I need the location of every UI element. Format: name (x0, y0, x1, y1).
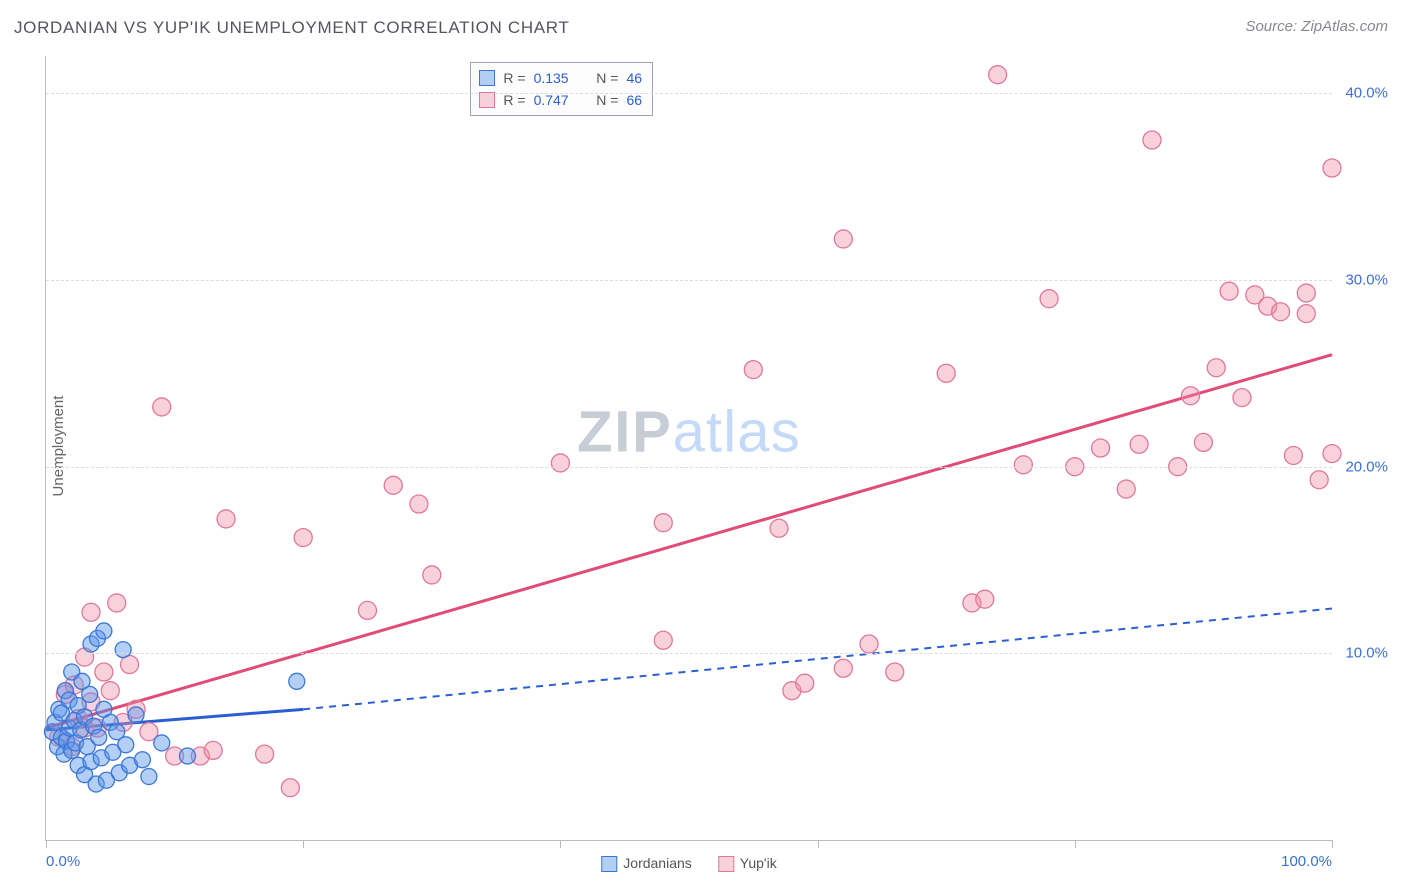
stat-n-value: 66 (626, 89, 642, 111)
stat-line: R = 0.747 N = 66 (479, 89, 642, 111)
yupik-point (770, 519, 788, 537)
yupik-point (1040, 290, 1058, 308)
x-tick-label-left: 0.0% (46, 853, 80, 870)
yupik-point (989, 66, 1007, 84)
stat-line: R = 0.135 N = 46 (479, 67, 642, 89)
y-tick-label: 40.0% (1345, 85, 1388, 102)
y-tick-label: 30.0% (1345, 272, 1388, 289)
yupik-point (423, 566, 441, 584)
yupik-point (654, 514, 672, 532)
x-tick-mark (303, 840, 304, 848)
stat-n-label: N = (596, 89, 618, 111)
stat-n-value: 46 (626, 67, 642, 89)
yupik-point (95, 663, 113, 681)
yupik-point (1233, 389, 1251, 407)
yupik-point (359, 601, 377, 619)
yupik-point (1220, 282, 1238, 300)
yupik-point (1297, 284, 1315, 302)
source-label: Source: ZipAtlas.com (1245, 18, 1388, 35)
yupik-point (101, 682, 119, 700)
legend-label: Jordanians (623, 855, 692, 871)
yupik-point (834, 659, 852, 677)
yupik-point (1143, 131, 1161, 149)
gridline (46, 653, 1332, 654)
yupik-point (384, 476, 402, 494)
yupik-point (551, 454, 569, 472)
legend-item: Yup'ik (718, 855, 777, 872)
jordanian-point (82, 686, 98, 702)
legend-item: Jordanians (601, 855, 692, 872)
yupik-point (744, 361, 762, 379)
yupik-point (1207, 359, 1225, 377)
stat-n-label: N = (596, 67, 618, 89)
chart-stage: JORDANIAN VS YUP'IK UNEMPLOYMENT CORRELA… (0, 0, 1406, 892)
legend-label: Yup'ik (740, 855, 777, 871)
chart-title: JORDANIAN VS YUP'IK UNEMPLOYMENT CORRELA… (14, 18, 570, 38)
yupik-point (1194, 433, 1212, 451)
yupik-point (1130, 435, 1148, 453)
legend-swatch (479, 70, 495, 86)
stat-r-value: 0.747 (534, 89, 569, 111)
legend-swatch (601, 856, 617, 872)
yupik-point (860, 635, 878, 653)
stat-r-label: R = (503, 67, 525, 89)
yupik-point (1323, 445, 1341, 463)
jordanian-point (128, 707, 144, 723)
jordanian-point (118, 737, 134, 753)
jordanian-point (141, 769, 157, 785)
yupik-point (796, 674, 814, 692)
gridline (46, 93, 1332, 94)
yupik-point (256, 745, 274, 763)
yupik-point (217, 510, 235, 528)
x-tick-mark (1075, 840, 1076, 848)
legend-swatch (718, 856, 734, 872)
x-tick-mark (46, 840, 47, 848)
yupik-point (153, 398, 171, 416)
yupik-point (1092, 439, 1110, 457)
yupik-point (1323, 159, 1341, 177)
yupik-point (1117, 480, 1135, 498)
yupik-point (654, 631, 672, 649)
jordanian-point (115, 642, 131, 658)
yupik-point (1310, 471, 1328, 489)
jordanian-point (91, 729, 107, 745)
plot-svg (46, 56, 1332, 840)
jordanian-point (179, 748, 195, 764)
y-tick-label: 10.0% (1345, 645, 1388, 662)
stat-r-label: R = (503, 89, 525, 111)
yupik-point (108, 594, 126, 612)
gridline (46, 467, 1332, 468)
yupik-point (937, 364, 955, 382)
gridline (46, 280, 1332, 281)
legend: Jordanians Yup'ik (601, 855, 776, 872)
jordanian-point (289, 673, 305, 689)
legend-swatch (479, 92, 495, 108)
x-tick-mark (818, 840, 819, 848)
yupik-point (1014, 456, 1032, 474)
yupik-point (1182, 387, 1200, 405)
yupik-point (82, 603, 100, 621)
yupik-point (1272, 303, 1290, 321)
stat-box: R = 0.135 N = 46R = 0.747 N = 66 (470, 62, 653, 116)
x-tick-mark (1332, 840, 1333, 848)
x-tick-mark (560, 840, 561, 848)
jordanian-point (154, 735, 170, 751)
jordanian-point (96, 623, 112, 639)
yupik-point (886, 663, 904, 681)
plot-area: ZIPatlas R = 0.135 N = 46R = 0.747 N = 6… (45, 56, 1332, 841)
stat-r-value: 0.135 (534, 67, 569, 89)
yupik-point (976, 590, 994, 608)
jordanian-point (134, 752, 150, 768)
x-tick-label-right: 100.0% (1281, 853, 1332, 870)
yupik-point (1284, 446, 1302, 464)
yupik-point (410, 495, 428, 513)
y-tick-label: 20.0% (1345, 458, 1388, 475)
yupik-point (281, 779, 299, 797)
yupik-point (834, 230, 852, 248)
yupik-point (1297, 305, 1315, 323)
yupik-point (204, 741, 222, 759)
yupik-point (294, 529, 312, 547)
